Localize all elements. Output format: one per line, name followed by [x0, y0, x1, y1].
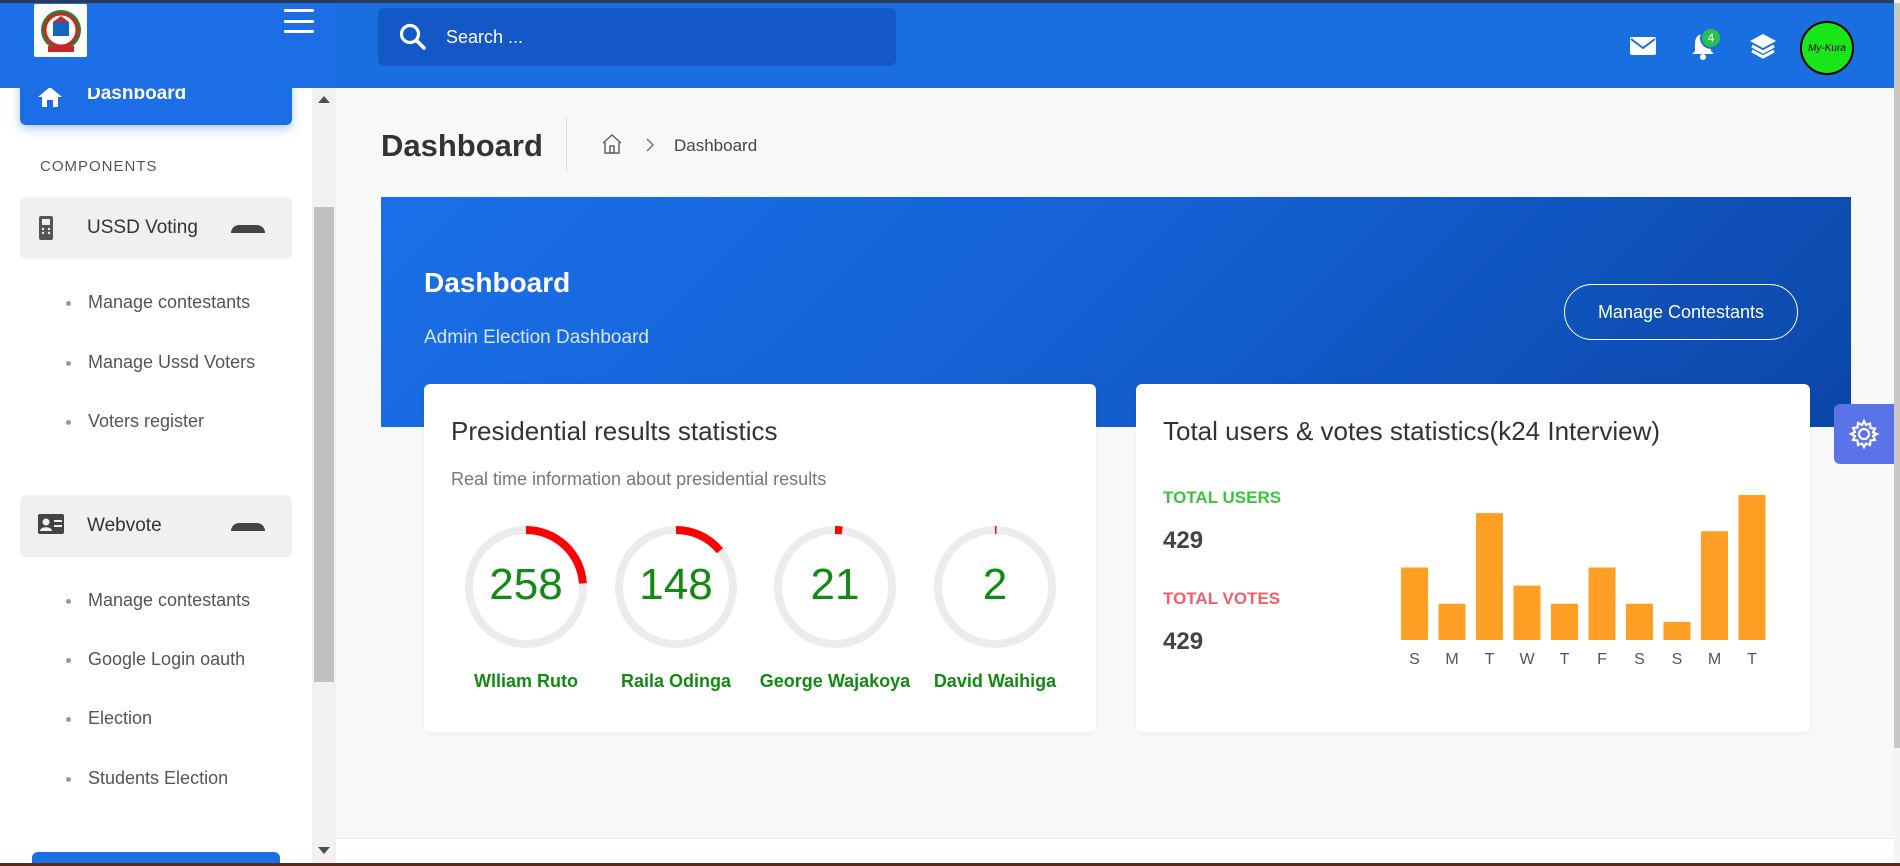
gauge-ruto: [465, 526, 587, 648]
total-votes-label: TOTAL VOTES: [1163, 589, 1281, 608]
scroll-down-arrow-icon[interactable]: [318, 847, 330, 854]
breadcrumb-current: Dashboard: [674, 136, 758, 155]
search-bar[interactable]: Search ...: [378, 8, 896, 66]
sidebar-subitem[interactable]: Manage contestants: [65, 292, 250, 313]
settings-button[interactable]: [1834, 404, 1894, 464]
gauge-value: 258: [489, 560, 563, 609]
presidential-results-card: [424, 384, 1096, 732]
sidebar-group-label: USSD Voting: [87, 217, 198, 238]
bar-4: [1551, 603, 1578, 640]
sidebar-subitem[interactable]: Voters register: [65, 411, 204, 432]
sidebar-subitem[interactable]: Google Login oauth: [65, 649, 245, 670]
bar-2: [1476, 513, 1503, 640]
x-tick-label: W: [1519, 651, 1535, 668]
gauge-value: 2: [982, 560, 1008, 609]
bar-8: [1701, 531, 1728, 640]
divider: [566, 118, 567, 172]
collapse-icon[interactable]: [231, 225, 265, 233]
search-icon: [399, 23, 426, 50]
sidebar-subitem[interactable]: Election: [65, 708, 152, 729]
home-icon: [38, 88, 62, 107]
x-tick-label: T: [1747, 651, 1757, 668]
sidebar-section-title: COMPONENTS: [40, 158, 158, 175]
page-title: Dashboard: [381, 128, 543, 163]
scroll-up-arrow-icon[interactable]: [318, 96, 330, 103]
logo[interactable]: [34, 4, 87, 57]
top-header: Search ... 4 My-Kura: [0, 3, 1894, 88]
candidate-name: George Wajakoya: [759, 671, 911, 691]
sidebar-item-label: Dashboard: [87, 88, 187, 104]
footer: [336, 838, 1894, 863]
total-votes-value: 429: [1163, 628, 1204, 655]
bar-9: [1738, 495, 1766, 640]
total-users-votes-card: [1136, 384, 1810, 732]
x-tick-label: S: [1672, 651, 1683, 668]
bar-1: [1438, 603, 1466, 640]
hero-subtitle: Admin Election Dashboard: [424, 327, 649, 348]
sidebar-subitem[interactable]: Manage Ussd Voters: [65, 352, 255, 373]
gauge-value: 148: [639, 560, 713, 609]
chevron-right-icon: [646, 138, 655, 152]
x-tick-label: M: [1708, 651, 1721, 668]
avatar-text: My-Kura: [1808, 42, 1846, 54]
gear-icon: [1848, 418, 1880, 450]
sidebar-scrollbar-thumb[interactable]: [314, 207, 334, 682]
bar-3: [1513, 585, 1541, 640]
breadcrumb-home-icon[interactable]: [601, 133, 623, 155]
bar-0: [1401, 567, 1428, 640]
hero-title: Dashboard: [424, 267, 571, 298]
bar-6: [1626, 603, 1653, 640]
bar-5: [1588, 567, 1616, 640]
window-top-border: [0, 0, 1900, 3]
search-input[interactable]: Search ...: [446, 26, 524, 47]
id-card-icon: [38, 514, 64, 534]
page-scrollbar[interactable]: [1894, 0, 1900, 866]
total-users-value: 429: [1163, 527, 1204, 554]
candidate-name: Raila Odinga: [620, 671, 732, 691]
x-tick-label: M: [1445, 651, 1458, 668]
sidebar-group-webvote[interactable]: Webvote: [20, 495, 292, 557]
gauge-wajakoya: [774, 526, 896, 648]
menu-toggle-icon[interactable]: [284, 9, 314, 33]
sidebar-subitem[interactable]: Manage contestants: [65, 590, 250, 611]
x-tick-label: S: [1634, 651, 1645, 668]
sidebar: Dashboard COMPONENTS USSD Voting Manage …: [0, 88, 312, 863]
card-subtitle: Real time information about presidential…: [451, 469, 827, 489]
x-tick-label: T: [1485, 651, 1495, 668]
sidebar-item-dashboard[interactable]: Dashboard: [20, 88, 292, 125]
card-title: Total users & votes statistics(k24 Inter…: [1163, 416, 1661, 446]
page-scrollbar-thumb[interactable]: [1894, 3, 1900, 748]
sidebar-group-ussd-voting[interactable]: USSD Voting: [20, 197, 292, 259]
x-tick-label: T: [1560, 651, 1570, 668]
layers-icon[interactable]: [1748, 31, 1778, 61]
bar-7: [1663, 621, 1691, 640]
sidebar-subitem[interactable]: Students Election: [65, 768, 228, 789]
manage-contestants-button[interactable]: Manage Contestants: [1564, 284, 1798, 340]
x-tick-label: S: [1409, 651, 1420, 668]
gauge-odinga: [615, 526, 737, 648]
gauge-waihiga: [934, 526, 1056, 648]
candidate-name: David Waihiga: [933, 671, 1057, 691]
x-tick-label: F: [1597, 651, 1607, 668]
total-users-label: TOTAL USERS: [1163, 488, 1282, 507]
avatar[interactable]: My-Kura: [1800, 21, 1854, 75]
notification-badge: 4: [1700, 27, 1722, 49]
collapse-icon[interactable]: [231, 523, 265, 531]
brand-area: [0, 3, 336, 88]
card-title: Presidential results statistics: [451, 416, 778, 446]
window-bottom-border: [0, 863, 1900, 866]
candidate-name: Wlliam Ruto: [474, 671, 578, 691]
sidebar-bottom-button[interactable]: [32, 852, 280, 866]
mobile-phone-icon: [39, 216, 53, 240]
coat-of-arms-icon: [40, 9, 81, 52]
gauge-value: 21: [810, 560, 860, 609]
mail-icon[interactable]: [1628, 31, 1658, 61]
sidebar-group-label: Webvote: [87, 515, 162, 536]
